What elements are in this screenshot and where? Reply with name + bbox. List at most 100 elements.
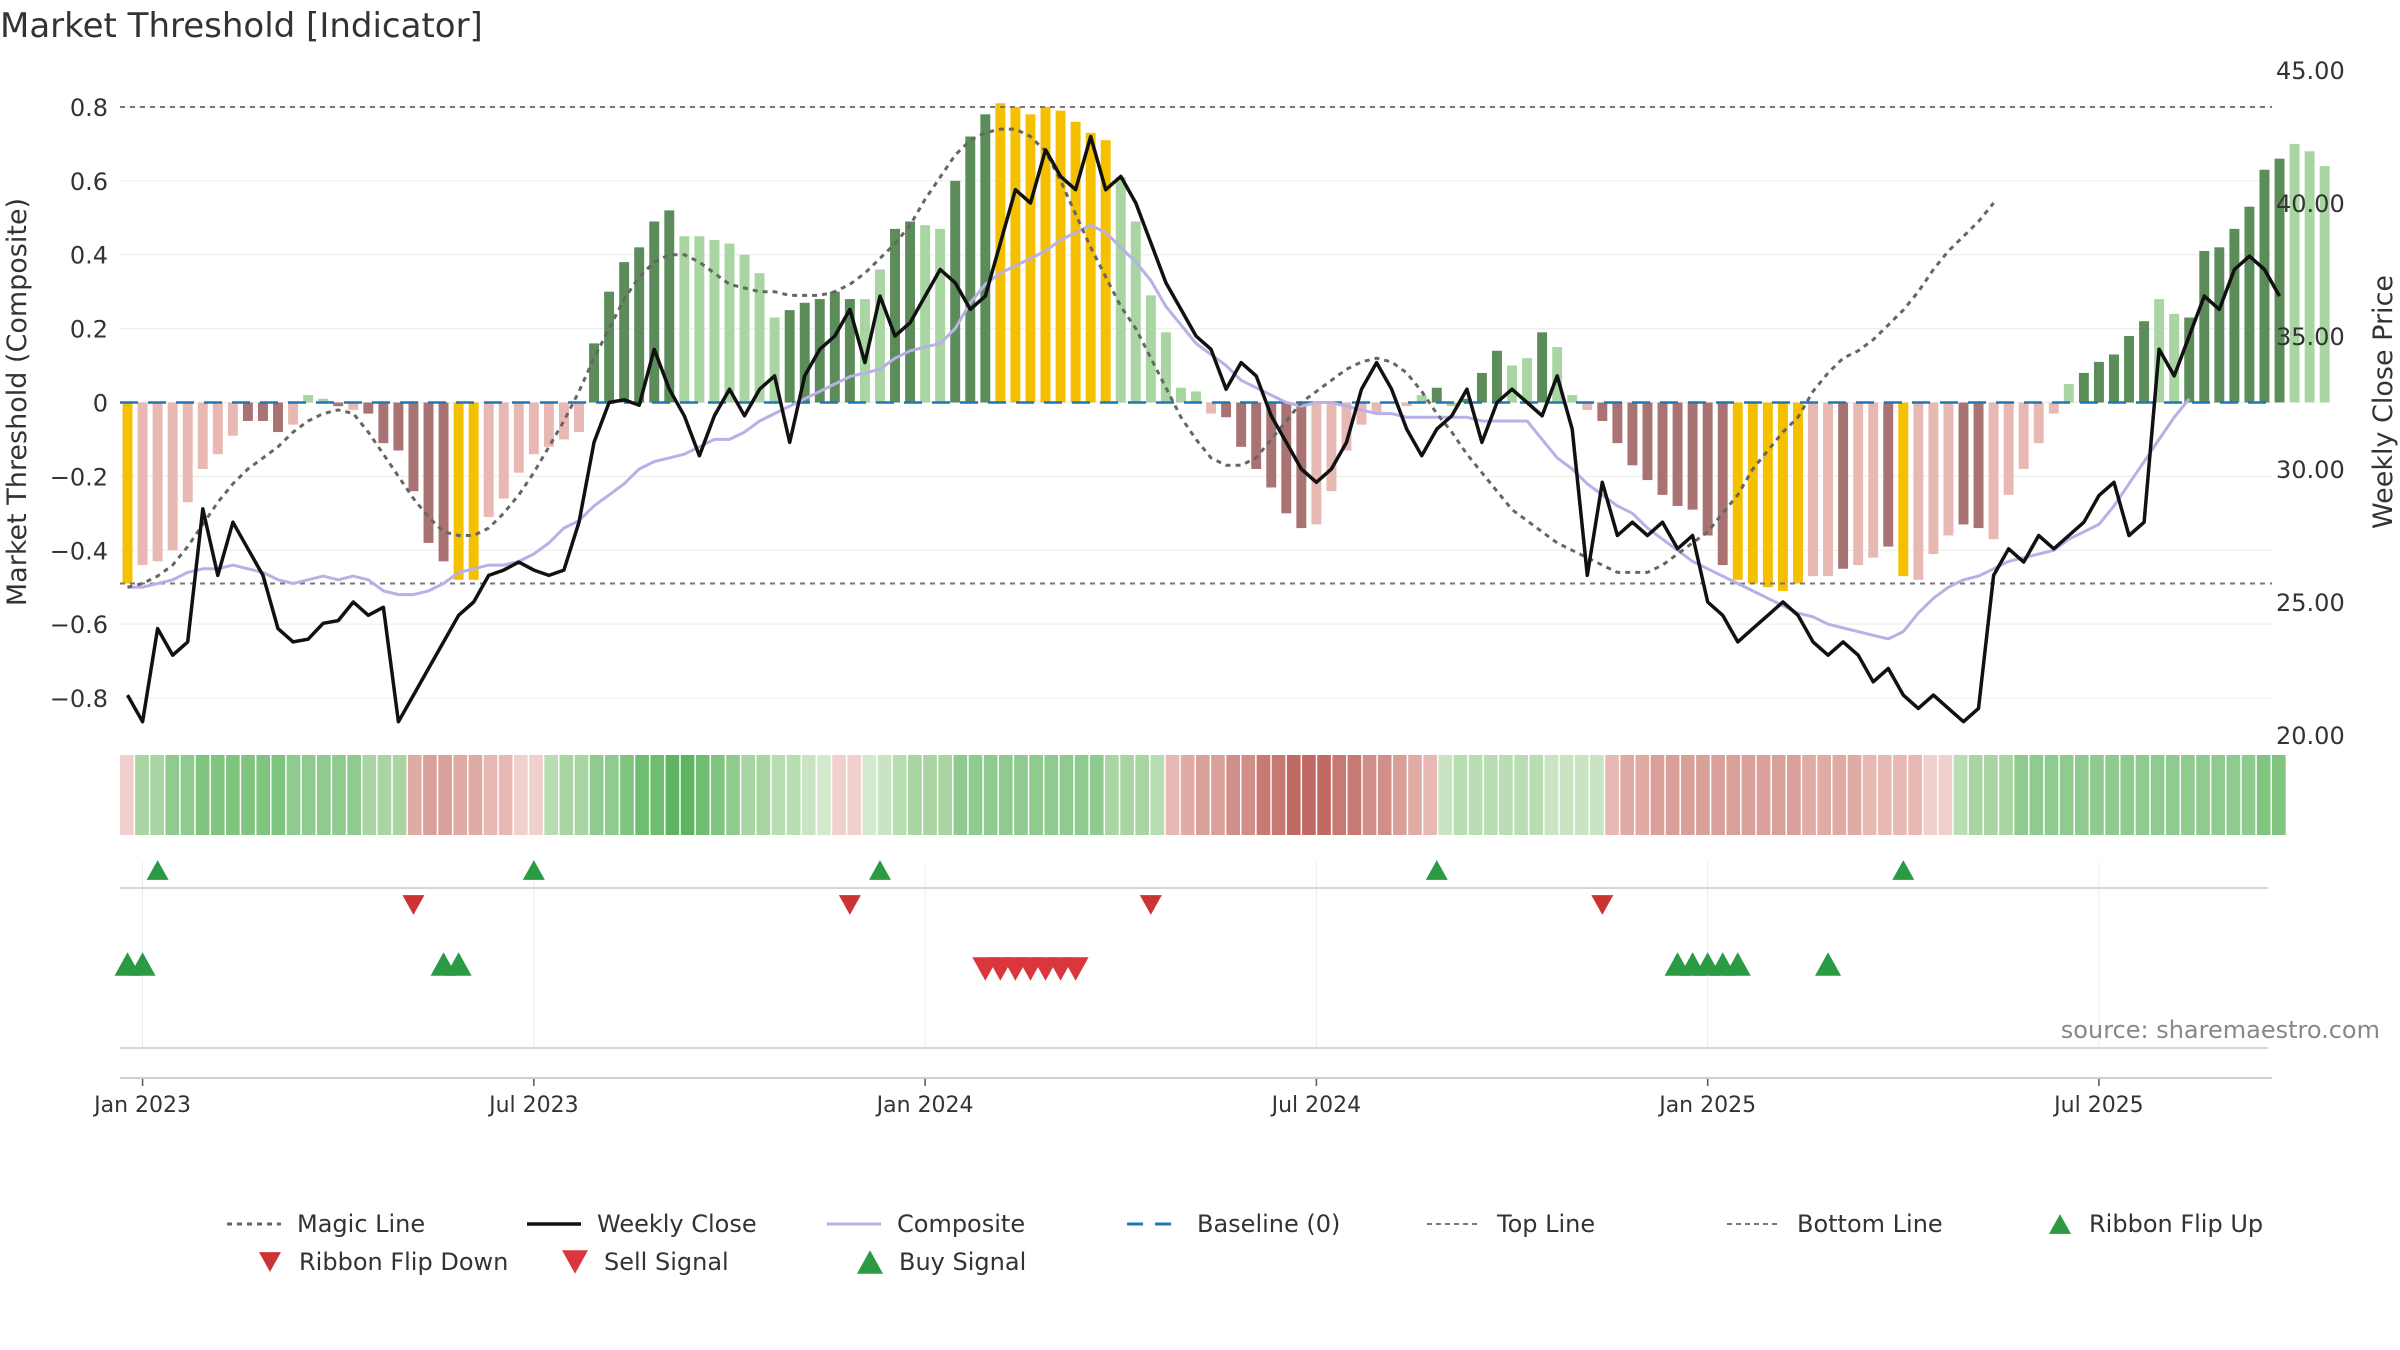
y-left-tick-label: 0.4 — [70, 242, 108, 270]
ribbon-segment — [635, 755, 649, 835]
composite-bar — [875, 269, 885, 403]
ribbon-segment — [1665, 755, 1680, 835]
composite-bar — [1582, 402, 1593, 410]
ribbon-segment — [589, 755, 604, 835]
ribbon-flip-up-marker — [868, 860, 891, 880]
ribbon-segment — [2165, 755, 2180, 835]
ribbon-segment — [1286, 755, 1301, 835]
ribbon-segment — [650, 755, 665, 835]
ribbon-segment — [2150, 755, 2165, 835]
composite-bar — [1868, 402, 1879, 558]
y-left-tick-label: −0.6 — [50, 611, 108, 639]
composite-bar — [318, 398, 329, 403]
ribbon-segment — [968, 755, 983, 835]
composite-bar — [1160, 332, 1171, 403]
ribbon-segment — [1271, 755, 1286, 835]
ribbon-segment — [1529, 755, 1544, 835]
y-left-tick-label: 0.6 — [70, 168, 108, 196]
ribbon-segment — [2256, 755, 2271, 835]
x-tick-label: Jul 2023 — [487, 1093, 579, 1118]
ribbon-segment — [711, 755, 725, 835]
ribbon-segment — [1877, 755, 1892, 835]
weekly-close-line — [125, 134, 2282, 724]
composite-bar — [1973, 402, 1984, 529]
composite-bar — [1492, 350, 1502, 403]
legend-item: Bottom Line — [1725, 1206, 1943, 1242]
composite-bar — [1311, 402, 1322, 525]
ribbon-segment — [195, 755, 210, 835]
buy-signal-marker — [1815, 952, 1842, 976]
composite-bar — [1356, 402, 1367, 425]
ribbon-flip-down-marker — [838, 895, 861, 915]
composite-bar — [1687, 402, 1698, 510]
composite-bar — [513, 402, 524, 473]
ribbon-segment — [1984, 755, 1998, 835]
composite-bar — [589, 343, 600, 403]
ribbon-segment — [1923, 755, 1938, 835]
composite-bar — [664, 210, 675, 403]
y-right-tick-label: 20.00 — [2276, 722, 2345, 750]
ribbon-segment — [1438, 755, 1453, 835]
ribbon-segment — [983, 755, 998, 835]
composite-bar — [649, 221, 660, 403]
composite-bar — [604, 291, 615, 403]
composite-bar — [1175, 387, 1186, 403]
legend-label: Top Line — [1497, 1210, 1596, 1238]
ribbon-segment — [1696, 755, 1710, 835]
triangle-up-icon — [2049, 1214, 2071, 1234]
legend-label: Weekly Close — [597, 1210, 757, 1238]
ribbon-segment — [862, 755, 877, 835]
composite-bar — [634, 247, 645, 403]
composite-bar — [468, 402, 479, 580]
ribbon-segment — [2029, 755, 2044, 835]
legend-item: Magic Line — [225, 1206, 425, 1242]
composite-bar — [378, 402, 389, 444]
ribbon-segment — [483, 755, 498, 835]
composite-bar — [2169, 313, 2180, 403]
composite-bar — [1416, 395, 1427, 403]
composite-bar — [1341, 402, 1352, 451]
ribbon-segment — [271, 755, 286, 835]
ribbon-segment — [1377, 755, 1392, 835]
ribbon-flip-down-marker — [402, 895, 425, 915]
ribbon-flip-down-marker — [1139, 895, 1162, 915]
ribbon-segment — [1241, 755, 1256, 835]
composite-bar — [227, 402, 238, 436]
ribbon-segment — [1953, 755, 1968, 835]
composite-bar — [1461, 398, 1472, 403]
ribbon-segment — [1544, 755, 1559, 835]
composite-bar — [348, 402, 359, 410]
ribbon-segment — [1211, 755, 1225, 835]
composite-bar — [679, 236, 690, 403]
ribbon-segment — [317, 755, 331, 835]
ribbon-segment — [1180, 755, 1195, 835]
ribbon-segment — [1332, 755, 1347, 835]
composite-bar — [2289, 143, 2300, 403]
composite-bar — [257, 402, 268, 421]
composite-bar — [2229, 228, 2240, 403]
composite-bar — [152, 402, 163, 562]
composite-bar — [498, 402, 509, 499]
composite-bar — [333, 402, 344, 407]
ribbon-segment — [953, 755, 968, 835]
buy-signal-marker — [1724, 952, 1751, 976]
ribbon-segment — [1468, 755, 1483, 835]
ribbon-segment — [1196, 755, 1210, 835]
ribbon-segment — [2090, 755, 2104, 835]
ribbon-segment — [301, 755, 316, 835]
ribbon-segment — [2226, 755, 2241, 835]
composite-bar — [965, 136, 976, 403]
axes: 0.8 0.6 0.4 0.2 0 −0.2 −0.4 −0.6 −0.8 45.00 40.00 3… — [50, 57, 2345, 1118]
composite-bar — [1792, 402, 1803, 584]
ribbon-segment — [998, 755, 1013, 835]
ribbon-flip-up-marker — [1892, 860, 1915, 880]
composite-bar — [2109, 354, 2119, 403]
ribbon-segment — [1499, 755, 1513, 835]
composite-bar — [694, 236, 705, 403]
ribbon-segment — [756, 755, 771, 835]
y-right-tick-label: 40.00 — [2276, 190, 2345, 218]
composite-bar — [423, 402, 434, 543]
ribbon-segment — [1074, 755, 1089, 835]
composite-line-icon — [827, 1222, 881, 1226]
y-right-tick-label: 35.00 — [2276, 323, 2345, 351]
